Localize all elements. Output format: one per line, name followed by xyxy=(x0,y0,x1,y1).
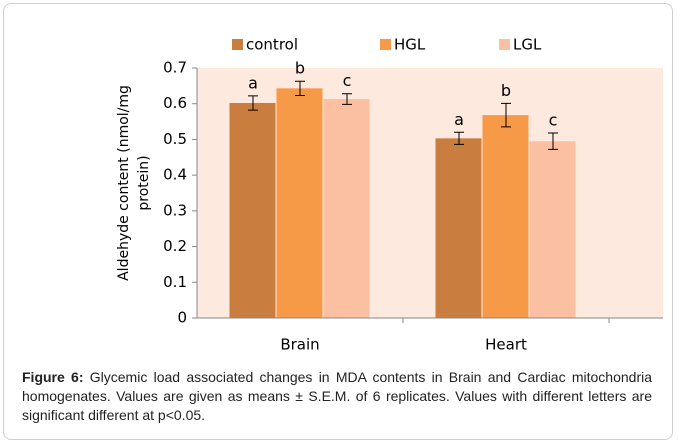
bar xyxy=(229,103,276,318)
bar xyxy=(482,115,529,319)
y-tick-label: 0.4 xyxy=(163,166,187,184)
legend-swatch xyxy=(380,39,391,50)
legend-swatch xyxy=(499,39,510,50)
legend-label: control xyxy=(246,36,298,54)
y-axis-label: protein) xyxy=(136,155,152,210)
legend-swatch xyxy=(232,39,243,50)
legend-label: LGL xyxy=(513,36,542,54)
legend-label: HGL xyxy=(394,36,426,54)
figure-frame xyxy=(3,3,673,440)
caption-text: Glycemic load associated changes in MDA … xyxy=(22,369,653,423)
error-bar xyxy=(342,93,352,105)
significance-letter: b xyxy=(295,59,305,78)
error-bar xyxy=(548,132,558,150)
y-tick-label: 0.1 xyxy=(163,273,187,291)
error-bar xyxy=(248,95,258,111)
significance-letter: b xyxy=(501,81,511,100)
bar xyxy=(276,88,323,318)
bar xyxy=(529,141,576,318)
significance-letter: a xyxy=(248,73,258,92)
significance-letter: c xyxy=(343,71,352,90)
caption-label: Figure 6: xyxy=(22,369,84,385)
error-bar xyxy=(454,131,464,145)
error-bar xyxy=(295,80,305,96)
caption: Figure 6: Glycemic load associated chang… xyxy=(22,368,652,425)
y-tick-label: 0 xyxy=(177,309,187,327)
bar xyxy=(323,99,370,318)
bar xyxy=(435,138,482,318)
significance-letter: a xyxy=(454,110,464,129)
y-tick-label: 0.7 xyxy=(163,59,187,77)
x-tick-label: Heart xyxy=(485,336,527,354)
y-tick-label: 0.3 xyxy=(163,201,187,219)
significance-letter: c xyxy=(549,111,558,130)
y-tick-label: 0.6 xyxy=(163,94,187,112)
error-bar xyxy=(501,102,511,128)
y-tick-label: 0.2 xyxy=(163,237,187,255)
x-tick-label: Brain xyxy=(280,336,319,354)
y-tick-label: 0.5 xyxy=(163,130,187,148)
y-axis-label: Aldehyde content (nmol/mg xyxy=(116,85,132,281)
